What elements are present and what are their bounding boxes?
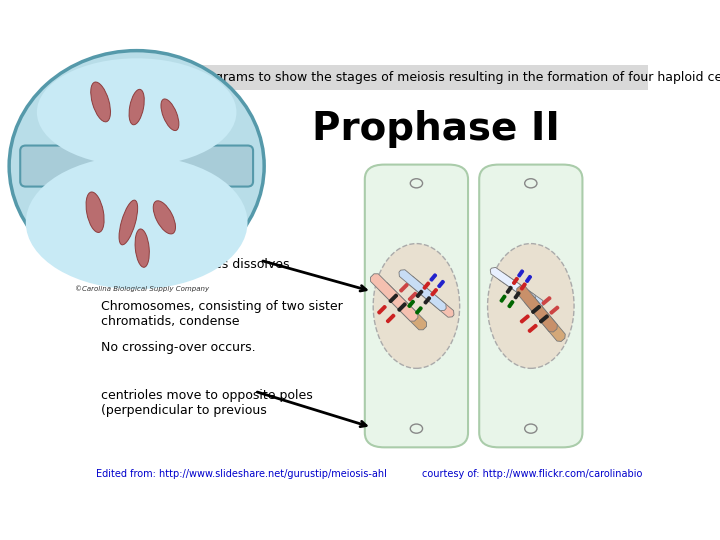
PathPatch shape [423, 296, 431, 305]
FancyBboxPatch shape [20, 145, 253, 186]
PathPatch shape [525, 275, 532, 283]
Ellipse shape [135, 229, 149, 267]
PathPatch shape [517, 269, 524, 278]
Ellipse shape [37, 58, 236, 166]
PathPatch shape [423, 281, 431, 290]
PathPatch shape [512, 277, 519, 285]
PathPatch shape [505, 286, 513, 294]
Text: centrioles move to opposite poles
(perpendicular to previous: centrioles move to opposite poles (perpe… [101, 389, 313, 417]
PathPatch shape [397, 302, 407, 312]
PathPatch shape [408, 300, 415, 308]
Text: No crossing-over occurs.: No crossing-over occurs. [101, 341, 256, 354]
PathPatch shape [371, 274, 418, 321]
PathPatch shape [520, 282, 527, 291]
PathPatch shape [539, 314, 549, 323]
Text: courtesy of: http://www.flickr.com/carolinabio: courtesy of: http://www.flickr.com/carol… [422, 469, 642, 478]
PathPatch shape [508, 300, 514, 308]
PathPatch shape [415, 306, 423, 314]
PathPatch shape [528, 324, 538, 333]
PathPatch shape [500, 294, 507, 303]
PathPatch shape [389, 294, 398, 303]
PathPatch shape [431, 288, 438, 296]
Ellipse shape [487, 244, 574, 368]
Ellipse shape [373, 244, 459, 368]
PathPatch shape [437, 280, 445, 288]
PathPatch shape [399, 283, 408, 293]
Ellipse shape [129, 89, 144, 125]
Ellipse shape [153, 201, 176, 234]
Text: 3.3.S1 Drawing diagrams to show the stages of meiosis resulting in the formation: 3.3.S1 Drawing diagrams to show the stag… [96, 71, 720, 84]
PathPatch shape [429, 273, 437, 282]
PathPatch shape [516, 286, 557, 332]
Text: ©Carolina Biological Supply Company: ©Carolina Biological Supply Company [75, 285, 210, 292]
PathPatch shape [520, 314, 530, 323]
PathPatch shape [386, 314, 395, 323]
Text: Edited from: http://www.slideshare.net/gurustip/meiosis-ahl: Edited from: http://www.slideshare.net/g… [96, 469, 387, 478]
PathPatch shape [513, 291, 521, 299]
Ellipse shape [119, 200, 138, 245]
PathPatch shape [549, 306, 559, 315]
PathPatch shape [541, 296, 552, 305]
PathPatch shape [524, 295, 565, 341]
PathPatch shape [377, 305, 387, 314]
PathPatch shape [408, 292, 418, 301]
FancyBboxPatch shape [480, 165, 582, 447]
Ellipse shape [9, 51, 264, 281]
FancyBboxPatch shape [90, 65, 648, 90]
Text: Chromosomes, consisting of two sister
chromatids, condense: Chromosomes, consisting of two sister ch… [101, 300, 343, 328]
Ellipse shape [86, 192, 104, 233]
Ellipse shape [26, 156, 248, 289]
PathPatch shape [399, 270, 446, 310]
PathPatch shape [407, 276, 454, 317]
Text: Prophase II: Prophase II [312, 110, 560, 148]
Ellipse shape [91, 82, 110, 122]
PathPatch shape [531, 305, 541, 314]
PathPatch shape [379, 282, 426, 330]
PathPatch shape [490, 267, 536, 301]
FancyBboxPatch shape [365, 165, 468, 447]
Ellipse shape [161, 99, 179, 131]
Text: Nuclear membranes dissolves: Nuclear membranes dissolves [101, 258, 289, 271]
PathPatch shape [498, 273, 544, 307]
PathPatch shape [415, 290, 423, 298]
